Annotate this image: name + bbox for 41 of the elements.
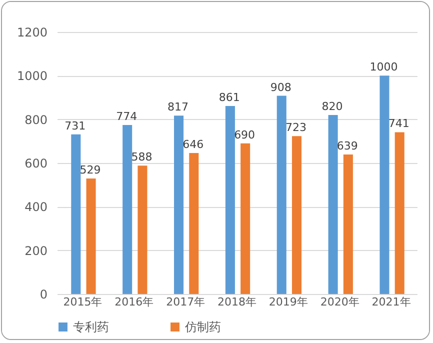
data-label: 817 [168, 100, 189, 114]
y-tick-label: 800 [24, 112, 48, 127]
x-tick-label: 2016年 [114, 296, 154, 308]
y-tick-label: 600 [24, 156, 48, 170]
legend-label: 仿制药 [184, 320, 221, 334]
y-tick-label: 1000 [16, 69, 48, 84]
y-tick-label: 200 [24, 244, 48, 258]
bar [380, 76, 390, 294]
bar [328, 114, 338, 294]
x-tick-label: 2018年 [218, 296, 256, 308]
data-label: 588 [131, 150, 152, 164]
data-label: 908 [270, 80, 292, 94]
legend-label: 专利药 [73, 320, 109, 334]
bar [240, 143, 250, 294]
bar [138, 166, 148, 294]
bar [292, 136, 302, 294]
x-tick-label: 2015年 [63, 296, 102, 308]
bar [343, 154, 353, 294]
y-tick-label: 0 [40, 288, 48, 302]
bar [225, 106, 235, 294]
data-label: 639 [336, 139, 358, 152]
x-tick-label: 2017年 [166, 296, 206, 308]
y-tick-label: 400 [24, 200, 48, 214]
data-label: 1000 [370, 60, 398, 74]
bar [71, 134, 81, 294]
bar [174, 116, 184, 294]
data-label: 731 [64, 119, 86, 132]
bar [189, 152, 199, 294]
x-tick-label: 2020年 [320, 296, 360, 308]
x-tick-label: 2021年 [372, 296, 411, 308]
bar [86, 178, 96, 294]
y-tick-label: 1200 [16, 26, 48, 40]
data-label: 820 [322, 100, 343, 113]
data-label: 741 [388, 117, 410, 130]
data-label: 529 [80, 164, 101, 176]
x-tick-label: 2019年 [268, 296, 308, 308]
data-label: 774 [116, 110, 138, 124]
bar [276, 96, 286, 294]
bar [122, 125, 132, 294]
bar [394, 132, 404, 294]
data-label: 861 [218, 91, 240, 104]
